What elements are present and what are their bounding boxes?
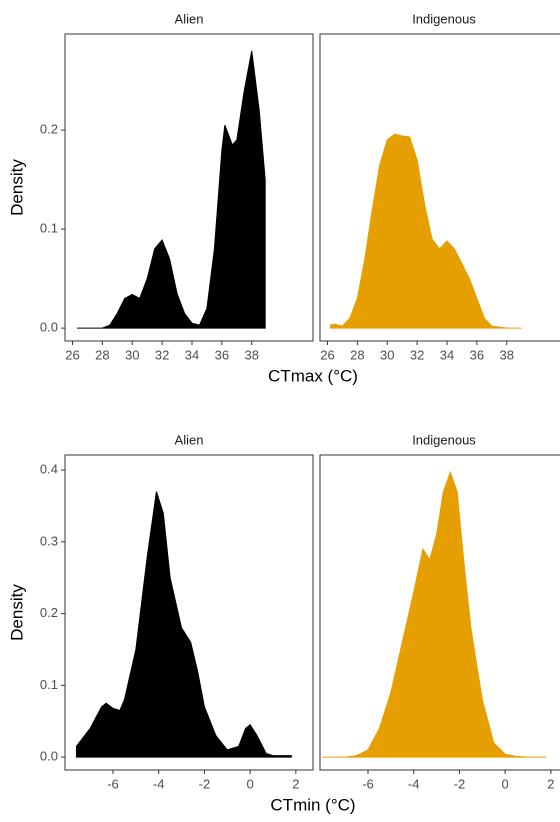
y-tick-label: 0.1 xyxy=(40,677,58,692)
x-tick-label: 28 xyxy=(350,347,364,362)
facet-label: Indigenous xyxy=(412,432,476,447)
facet-label: Alien xyxy=(175,11,204,26)
x-tick-label: 30 xyxy=(380,347,394,362)
x-tick-label: 38 xyxy=(500,347,514,362)
x-axis-title: CTmax (°C) xyxy=(268,366,358,385)
density-area xyxy=(76,50,266,329)
x-tick-label: -6 xyxy=(107,776,119,791)
y-tick-label: 0.2 xyxy=(40,605,58,620)
x-tick-label: 32 xyxy=(155,347,169,362)
density-area xyxy=(329,133,522,329)
y-tick-label: 0.0 xyxy=(40,749,58,764)
x-tick-label: 34 xyxy=(185,347,199,362)
panel-border xyxy=(64,454,314,771)
x-tick-label: 36 xyxy=(215,347,229,362)
panel-border xyxy=(319,33,560,342)
panel-border xyxy=(64,33,314,342)
x-tick-label: 34 xyxy=(440,347,454,362)
x-tick-label: -2 xyxy=(199,776,211,791)
x-tick-label: 38 xyxy=(245,347,259,362)
x-tick-label: 26 xyxy=(65,347,79,362)
x-tick-label: -6 xyxy=(362,776,374,791)
y-axis-title: Density xyxy=(7,159,26,216)
facet-label: Alien xyxy=(175,432,204,447)
x-tick-label: 36 xyxy=(470,347,484,362)
x-tick-label: -4 xyxy=(408,776,420,791)
density-area xyxy=(322,470,547,758)
x-tick-label: -4 xyxy=(153,776,165,791)
y-tick-label: 0.4 xyxy=(40,462,58,477)
x-tick-label: 30 xyxy=(125,347,139,362)
facet-label: Indigenous xyxy=(412,11,476,26)
x-tick-label: 32 xyxy=(410,347,424,362)
x-tick-label: -2 xyxy=(454,776,466,791)
y-tick-label: 0.2 xyxy=(40,121,58,136)
density-area xyxy=(75,491,292,758)
y-tick-label: 0.3 xyxy=(40,533,58,548)
x-tick-label: 2 xyxy=(292,776,299,791)
panel-border xyxy=(319,454,560,771)
x-tick-label: 26 xyxy=(320,347,334,362)
x-axis-title: CTmin (°C) xyxy=(270,795,355,814)
y-axis-title: Density xyxy=(7,584,26,641)
y-tick-label: 0.1 xyxy=(40,221,58,236)
x-tick-label: 28 xyxy=(95,347,109,362)
y-tick-label: 0.0 xyxy=(40,320,58,335)
x-tick-label: 0 xyxy=(502,776,509,791)
x-tick-label: 0 xyxy=(247,776,254,791)
x-tick-label: 2 xyxy=(547,776,554,791)
